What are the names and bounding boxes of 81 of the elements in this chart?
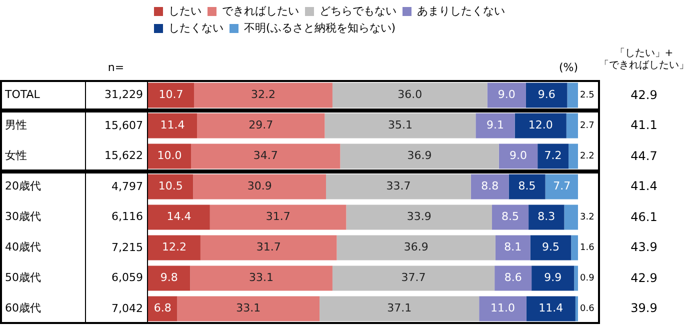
text: 41.1: [630, 118, 658, 134]
text: 42.9: [630, 270, 658, 286]
data-label: 31.7: [256, 240, 281, 254]
legend-label: できればしたい: [222, 4, 299, 18]
data-label: 30.9: [247, 180, 272, 193]
data-label: 11.4: [160, 118, 185, 132]
data-label: 12.0: [528, 118, 553, 132]
data-label: 37.7: [401, 271, 426, 284]
data-label: 9.1: [486, 118, 504, 132]
legend-label: どちらでもない: [320, 4, 396, 18]
text: 44.7: [630, 148, 658, 164]
legend-label: したい: [168, 4, 202, 18]
data-label: 3.2: [580, 212, 594, 223]
data-label: 33.1: [236, 302, 261, 315]
data-label: 36.9: [404, 240, 428, 254]
data-label: 0.9: [580, 274, 595, 284]
data-label: 9.0: [509, 149, 527, 162]
data-label: 1.6: [580, 243, 595, 254]
y-tick-label: 40歳代: [5, 240, 41, 254]
data-label: 7.7: [553, 180, 571, 193]
data-label: 10.0: [157, 149, 182, 162]
text: 6,116: [112, 210, 143, 224]
data-label: 0.6: [580, 304, 595, 314]
data-label: 10.7: [158, 88, 184, 102]
text: n=: [108, 61, 124, 75]
data-label: 8.8: [481, 180, 499, 193]
data-label: 11.0: [490, 302, 515, 315]
data-label: 2.2: [580, 152, 594, 162]
legend-label: 不明(ふるさと納税を知らない): [244, 21, 396, 34]
data-label: 14.4: [166, 210, 192, 224]
data-label: 8.1: [504, 240, 522, 254]
y-tick-label: 60歳代: [5, 302, 41, 315]
text: 7,042: [112, 302, 143, 316]
data-label: 8.3: [538, 210, 556, 224]
data-label: 11.4: [538, 302, 564, 315]
text: 43.9: [630, 240, 658, 256]
data-label: 9.6: [538, 88, 556, 102]
data-label: 8.5: [502, 210, 520, 224]
text: 42.9: [630, 88, 658, 103]
text: 7,215: [112, 240, 143, 255]
y-tick-label: 50歳代: [5, 271, 41, 284]
text: 46.1: [630, 210, 658, 225]
text: 4,797: [112, 180, 143, 194]
text: 15,622: [104, 149, 143, 164]
legend-label: あまりしたくない: [417, 4, 505, 18]
y-tick-label: 男性: [5, 118, 27, 132]
data-label: 33.9: [406, 210, 432, 224]
data-label: 7.2: [544, 149, 562, 162]
data-label: 36.9: [407, 149, 432, 162]
text: 「したい」+ 「できればしたい」: [599, 48, 689, 72]
data-label: 33.7: [386, 180, 411, 193]
data-label: 9.5: [542, 240, 560, 254]
data-label: 8.6: [504, 271, 522, 284]
y-tick-label: 女性: [5, 149, 27, 162]
y-tick-label: TOTAL: [4, 88, 41, 102]
data-label: 31.7: [266, 210, 290, 224]
y-tick-label: 20歳代: [5, 180, 41, 193]
data-label: 9.0: [498, 88, 516, 102]
data-label: 9.8: [160, 271, 178, 284]
data-label: 10.5: [158, 180, 183, 193]
data-label: 12.2: [162, 240, 186, 254]
text: 15,607: [104, 118, 143, 133]
text: 39.9: [630, 301, 658, 316]
data-label: 2.5: [580, 90, 594, 101]
text: 31,229: [104, 88, 143, 102]
y-tick-label: 30歳代: [5, 210, 41, 224]
data-label: 34.7: [253, 149, 278, 162]
data-label: 32.2: [250, 88, 276, 102]
data-label: 35.1: [388, 118, 412, 132]
legend-label: したくない: [168, 21, 224, 34]
data-label: 8.5: [518, 180, 536, 193]
data-label: 9.9: [544, 271, 562, 284]
data-label: 36.0: [398, 88, 422, 102]
data-label: 29.7: [248, 118, 274, 132]
data-label: 6.8: [154, 302, 172, 315]
text: 41.4: [630, 179, 658, 194]
text: (%): [558, 61, 578, 75]
text: 6,059: [112, 271, 143, 286]
data-label: 33.1: [249, 271, 274, 284]
data-label: 37.1: [387, 302, 412, 315]
data-label: 2.7: [580, 121, 594, 132]
